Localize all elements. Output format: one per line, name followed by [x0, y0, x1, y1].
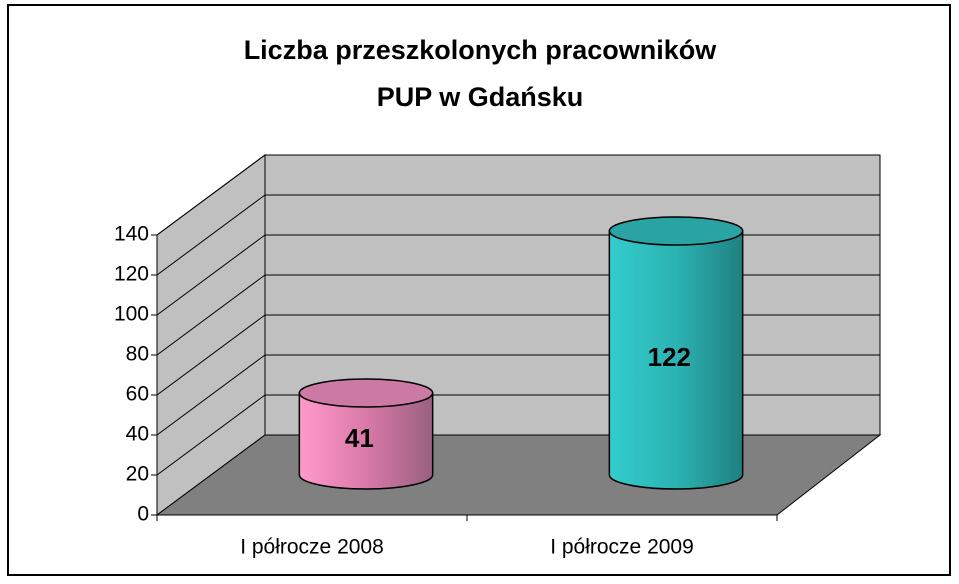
y-tick-label: 100: [114, 303, 149, 326]
cylinder: [608, 216, 744, 490]
grid-line: [156, 394, 266, 476]
y-tick-label: 0: [137, 503, 149, 526]
cylinder-body: [608, 230, 744, 490]
y-tick-label: 60: [126, 383, 149, 406]
cylinder-top: [298, 378, 434, 408]
y-tick-label: 20: [126, 463, 149, 486]
grid-line: [156, 234, 266, 316]
data-label: 41: [345, 423, 374, 453]
cylinder-body: [298, 392, 434, 490]
x-tick-label: I półrocze 2008: [240, 536, 384, 559]
floor: [155, 434, 882, 516]
y-tick-label: 40: [126, 423, 149, 446]
x-tick-label: I półrocze 2009: [550, 536, 694, 559]
chart-title: PUP w Gdańsku: [377, 82, 584, 112]
y-tick-label: 140: [114, 223, 149, 246]
grid-line: [156, 314, 266, 396]
y-tick-label: 120: [114, 263, 149, 286]
y-tick-label: 80: [126, 343, 149, 366]
grid-line: [156, 154, 266, 236]
data-label: 122: [648, 342, 691, 372]
cylinder-top: [608, 216, 744, 246]
grid-line: [156, 194, 266, 276]
chart-title: Liczba przeszkolonych pracowników: [244, 35, 718, 65]
cylinder: [298, 378, 434, 490]
grid-line: [156, 274, 266, 356]
grid-line: [156, 354, 266, 436]
